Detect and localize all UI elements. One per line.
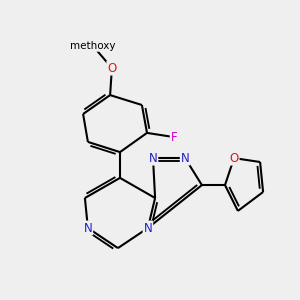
Text: methoxy: methoxy: [72, 41, 114, 51]
Text: N: N: [143, 221, 152, 235]
Text: N: N: [181, 152, 190, 165]
Text: F: F: [171, 130, 177, 144]
Text: O: O: [230, 152, 238, 165]
Text: N: N: [83, 221, 92, 235]
Text: N: N: [148, 152, 158, 165]
Text: O: O: [107, 61, 116, 75]
Text: methoxy: methoxy: [70, 41, 116, 51]
